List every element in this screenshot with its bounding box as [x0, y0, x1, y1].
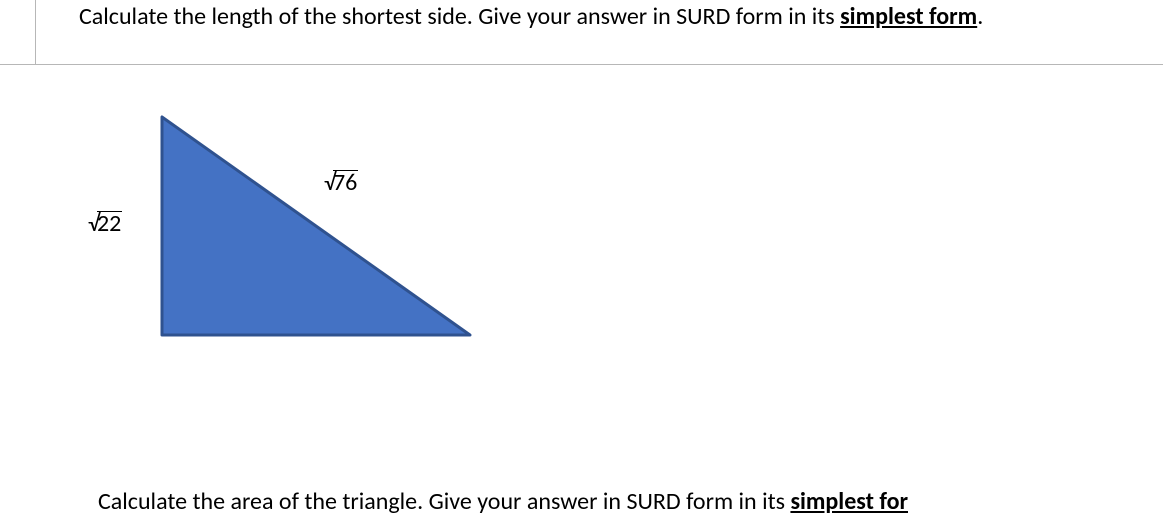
vertical-label: √22: [88, 209, 122, 238]
question2-text: Calculate the area of the triangle. Give…: [98, 487, 908, 516]
question1-text: Calculate the length of the shortest sid…: [79, 2, 983, 31]
hypotenuse-label: √76: [324, 168, 358, 197]
worksheet-page: Calculate the length of the shortest sid…: [0, 0, 1163, 521]
triangle-shape: [162, 117, 470, 335]
question2-prefix: Calculate the area of the triangle. Give…: [98, 487, 790, 516]
question1-suffix: .: [977, 2, 983, 31]
question1-prefix: Calculate the length of the shortest sid…: [79, 2, 840, 31]
triangle-diagram: [150, 115, 480, 339]
question1-emphasis: simplest form: [840, 2, 977, 31]
hypotenuse-radicand: 76: [333, 170, 358, 195]
triangle-svg: [150, 115, 480, 339]
cell-left-divider: [0, 0, 36, 64]
surd-hypotenuse: √76: [324, 168, 358, 197]
surd-vertical: √22: [88, 209, 122, 238]
question2-emphasis: simplest for: [790, 487, 908, 516]
question1-cell: Calculate the length of the shortest sid…: [37, 0, 1163, 64]
row-divider: [0, 64, 1163, 65]
vertical-radicand: 22: [97, 211, 122, 236]
